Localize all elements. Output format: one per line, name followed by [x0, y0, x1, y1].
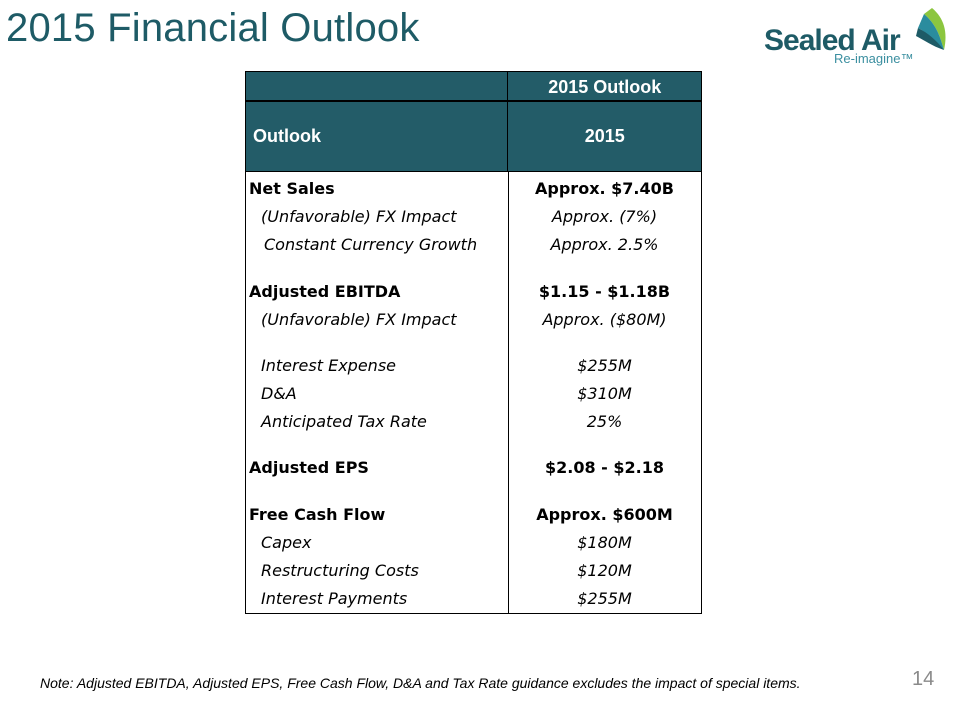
- table-row: Anticipated Tax Rate 25%: [246, 407, 701, 435]
- row-value: Approx. (7%): [551, 206, 658, 226]
- sail-icon: [916, 8, 946, 50]
- row-label: Anticipated Tax Rate: [261, 411, 427, 431]
- table-row: Interest Payments $255M: [246, 584, 701, 612]
- row-value: $2.08 - $2.18: [545, 457, 664, 477]
- sealed-air-logo: Sealed Air Re-imagine™: [764, 6, 954, 70]
- table-row: Free Cash Flow Approx. $600M: [246, 500, 701, 528]
- outlook-table: 2015 Outlook Outlook 2015 Net Sales Appr…: [245, 71, 702, 614]
- row-label: Adjusted EPS: [249, 457, 369, 477]
- row-label: (Unfavorable) FX Impact: [261, 309, 457, 329]
- table-header: Outlook 2015: [245, 100, 702, 172]
- row-value: Approx. ($80M): [542, 309, 667, 329]
- table-row: Restructuring Costs $120M: [246, 556, 701, 584]
- row-label: Adjusted EBITDA: [249, 281, 401, 301]
- header-2015: 2015: [507, 102, 701, 171]
- row-label: Interest Payments: [261, 588, 408, 608]
- table-row: Interest Expense $255M: [246, 351, 701, 379]
- row-value: Approx. $7.40B: [535, 178, 674, 198]
- row-label: Capex: [261, 532, 312, 552]
- row-value: $255M: [577, 355, 632, 375]
- row-label: D&A: [261, 383, 297, 403]
- footnote: Note: Adjusted EBITDA, Adjusted EPS, Fre…: [40, 675, 801, 691]
- table-row: D&A $310M: [246, 379, 701, 407]
- row-value: $310M: [577, 383, 632, 403]
- row-label: Free Cash Flow: [249, 504, 386, 524]
- header-outlook: Outlook: [253, 126, 321, 146]
- row-label: Constant Currency Growth: [264, 234, 478, 254]
- band-label: 2015 Outlook: [507, 72, 701, 100]
- table-band: 2015 Outlook: [245, 71, 702, 100]
- row-value: Approx. 2.5%: [550, 234, 659, 254]
- table-body: Net Sales Approx. $7.40B (Unfavorable) F…: [245, 172, 702, 614]
- row-value: Approx. $600M: [536, 504, 673, 524]
- row-value: 25%: [586, 411, 623, 431]
- row-label: Restructuring Costs: [261, 560, 419, 580]
- table-row: Net Sales Approx. $7.40B: [246, 174, 701, 202]
- table-row: Capex $180M: [246, 528, 701, 556]
- table-row: Adjusted EPS $2.08 - $2.18: [246, 453, 701, 481]
- slide-title: 2015 Financial Outlook: [6, 6, 420, 50]
- column-divider: [508, 172, 509, 613]
- row-value: $255M: [577, 588, 632, 608]
- row-value: $180M: [577, 532, 632, 552]
- page-number: 14: [912, 668, 935, 690]
- row-label: (Unfavorable) FX Impact: [261, 206, 457, 226]
- row-label: Interest Expense: [261, 355, 396, 375]
- table-row: Constant Currency Growth Approx. 2.5%: [246, 230, 701, 258]
- table-row: (Unfavorable) FX Impact Approx. ($80M): [246, 305, 701, 333]
- row-label: Net Sales: [249, 178, 335, 198]
- row-value: $120M: [577, 560, 632, 580]
- table-row: (Unfavorable) FX Impact Approx. (7%): [246, 202, 701, 230]
- logo-wordmark: Sealed Air: [764, 24, 901, 57]
- row-value: $1.15 - $1.18B: [538, 281, 671, 301]
- table-row: Adjusted EBITDA $1.15 - $1.18B: [246, 277, 701, 305]
- logo-tagline: Re-imagine™: [834, 51, 914, 66]
